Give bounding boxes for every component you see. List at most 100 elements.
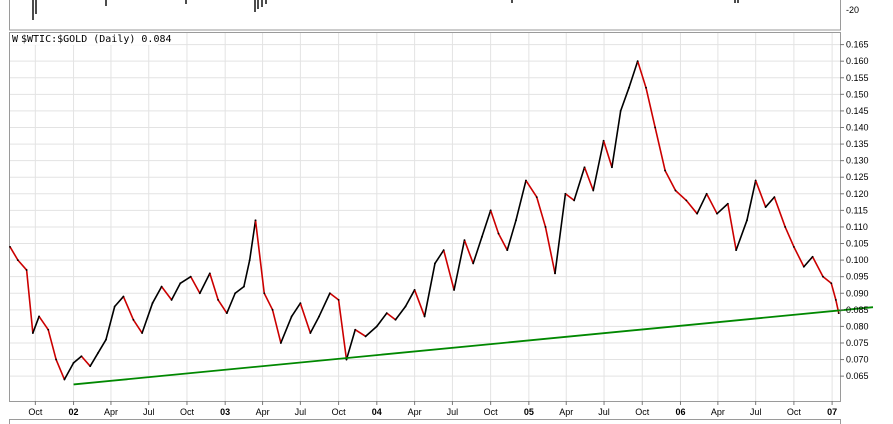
data-point bbox=[463, 239, 466, 242]
data-point bbox=[55, 358, 58, 361]
x-tick-label: 07 bbox=[827, 407, 837, 417]
data-point bbox=[31, 332, 34, 334]
data-point bbox=[9, 245, 11, 248]
data-point bbox=[830, 282, 833, 285]
data-point bbox=[132, 318, 135, 321]
upper-panel-bars bbox=[32, 0, 739, 20]
legend: W $WTIC:$GOLD (Daily) 0.084 bbox=[10, 33, 172, 45]
data-point bbox=[160, 285, 163, 288]
price-segment bbox=[38, 315, 50, 331]
data-point bbox=[583, 166, 586, 169]
price-segment bbox=[299, 302, 312, 334]
data-point bbox=[735, 249, 738, 252]
x-tick-label: Oct bbox=[484, 407, 499, 417]
data-point bbox=[179, 282, 182, 285]
x-tick-label: Apr bbox=[408, 407, 422, 417]
data-point bbox=[97, 352, 99, 354]
price-segment bbox=[413, 289, 426, 318]
data-point bbox=[705, 192, 708, 195]
x-tick-label: Jul bbox=[143, 407, 155, 417]
price-segment bbox=[234, 285, 245, 295]
data-point bbox=[636, 60, 639, 63]
price-segment bbox=[463, 239, 474, 265]
chart-title: $WTIC:$GOLD (Daily) 0.084 bbox=[21, 34, 172, 45]
price-segment bbox=[63, 362, 75, 381]
y-tick-label: 0.150 bbox=[846, 89, 869, 99]
x-tick-label: 04 bbox=[372, 407, 382, 417]
data-point bbox=[354, 328, 357, 331]
grid-lines bbox=[10, 33, 840, 401]
data-point bbox=[47, 328, 50, 331]
data-point bbox=[544, 226, 547, 228]
y-tick-label: 0.065 bbox=[846, 371, 869, 381]
data-point bbox=[170, 298, 173, 301]
price-segment bbox=[705, 192, 718, 215]
data-point bbox=[746, 219, 748, 222]
price-segment bbox=[113, 295, 125, 308]
y-tick-label: 0.090 bbox=[846, 288, 869, 298]
data-point bbox=[685, 199, 688, 202]
price-segment bbox=[636, 60, 647, 89]
price-segment bbox=[746, 179, 757, 222]
data-point bbox=[802, 265, 805, 268]
data-point bbox=[554, 272, 556, 275]
x-tick-label: Oct bbox=[787, 407, 802, 417]
price-segment bbox=[716, 202, 729, 215]
data-point bbox=[234, 292, 237, 295]
price-segment bbox=[254, 219, 266, 295]
data-point bbox=[141, 332, 144, 334]
price-segment bbox=[497, 232, 509, 251]
data-point bbox=[792, 245, 795, 248]
data-point bbox=[611, 166, 613, 169]
data-point bbox=[375, 325, 378, 328]
x-tick-label: Apr bbox=[711, 407, 725, 417]
price-segment bbox=[97, 338, 107, 354]
data-point bbox=[279, 342, 282, 344]
price-segment bbox=[735, 219, 748, 251]
price-segment bbox=[329, 292, 340, 301]
price-segment bbox=[318, 292, 331, 318]
data-point bbox=[328, 292, 331, 295]
data-point bbox=[225, 312, 228, 315]
price-segment bbox=[754, 179, 767, 208]
price-segment bbox=[453, 239, 466, 291]
price-segment bbox=[248, 219, 257, 261]
data-point bbox=[151, 302, 154, 305]
x-axis-ticks: Oct 02 Apr Jul Oct 03 Apr Jul Oct 04 Apr Jul Oct 05 Ap… bbox=[28, 401, 837, 417]
price-segment bbox=[217, 299, 228, 314]
data-point bbox=[716, 212, 718, 215]
y-tick-label: 0.165 bbox=[846, 40, 869, 50]
y-tick-label: 0.135 bbox=[846, 139, 869, 149]
price-segment bbox=[696, 192, 708, 215]
y-tick-label: 0.110 bbox=[846, 222, 868, 232]
price-segment bbox=[345, 328, 357, 361]
price-segment bbox=[280, 315, 293, 344]
price-segment bbox=[263, 292, 274, 311]
price-segment bbox=[489, 209, 500, 235]
data-point bbox=[309, 332, 312, 334]
data-point bbox=[16, 259, 19, 261]
y-tick-label: 0.100 bbox=[846, 255, 869, 265]
data-point bbox=[481, 235, 483, 238]
price-segment bbox=[573, 166, 586, 202]
x-tick-label: Apr bbox=[256, 407, 270, 417]
price-segment bbox=[309, 315, 320, 334]
data-point bbox=[242, 285, 245, 288]
price-segment bbox=[525, 179, 538, 198]
data-point bbox=[113, 305, 116, 308]
data-point bbox=[453, 289, 455, 291]
price-segment bbox=[773, 196, 786, 228]
data-point bbox=[345, 358, 348, 361]
price-segment bbox=[611, 110, 622, 169]
price-segment bbox=[55, 358, 66, 381]
price-segment bbox=[423, 262, 436, 318]
price-segment bbox=[602, 139, 613, 169]
x-tick-label: 02 bbox=[69, 407, 79, 417]
price-segment bbox=[141, 302, 154, 334]
data-point bbox=[696, 212, 698, 215]
data-point bbox=[318, 315, 320, 318]
y-axis-ticks: 0.065 0.070 0.075 0.080 0.085 0.090 0.095 0.100… bbox=[840, 40, 869, 381]
data-point bbox=[122, 295, 125, 298]
price-segment bbox=[515, 179, 527, 222]
data-point bbox=[525, 179, 527, 182]
